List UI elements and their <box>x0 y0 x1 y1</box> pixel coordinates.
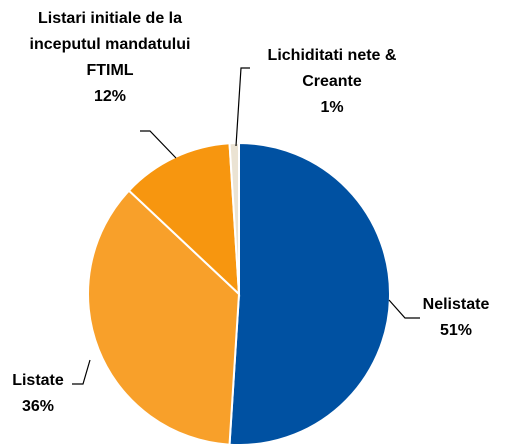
pie-slice <box>228 141 391 444</box>
value-label: 51% <box>439 322 473 339</box>
category-label: Listari initiale de la inceputul mandatu… <box>29 10 191 79</box>
leader-line <box>72 359 91 385</box>
pie-slice <box>228 141 240 295</box>
slice-label: Nelistate 51% <box>406 292 505 344</box>
slice-label: Listari initiale de la inceputul mandatu… <box>25 6 195 110</box>
category-label: Nelistate <box>422 296 490 313</box>
leader-line <box>388 299 420 319</box>
value-label: 12% <box>93 88 127 105</box>
category-label: Listate <box>12 372 64 389</box>
category-label: Lichiditati nete & Creante <box>267 47 397 90</box>
leader-line <box>140 130 177 159</box>
slices <box>87 141 391 444</box>
slice-label: Lichiditati nete & Creante 1% <box>247 43 417 121</box>
slice-label: Listate 36% <box>0 368 78 420</box>
value-label: 1% <box>320 99 344 116</box>
pie-slice <box>87 189 241 444</box>
leader-line <box>235 67 250 147</box>
value-label: 36% <box>21 398 55 415</box>
